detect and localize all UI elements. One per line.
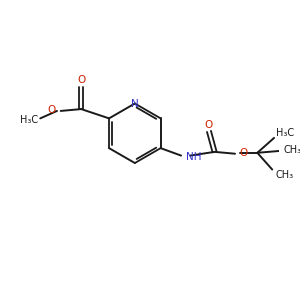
Text: CH₃: CH₃: [275, 170, 293, 180]
Text: NH: NH: [186, 152, 201, 161]
Text: N: N: [131, 98, 139, 109]
Text: H₃C: H₃C: [20, 115, 38, 125]
Text: O: O: [205, 120, 213, 130]
Text: CH₃: CH₃: [284, 145, 300, 155]
Text: O: O: [240, 148, 248, 158]
Text: O: O: [77, 75, 85, 85]
Text: O: O: [48, 105, 56, 115]
Text: H₃C: H₃C: [276, 128, 294, 138]
